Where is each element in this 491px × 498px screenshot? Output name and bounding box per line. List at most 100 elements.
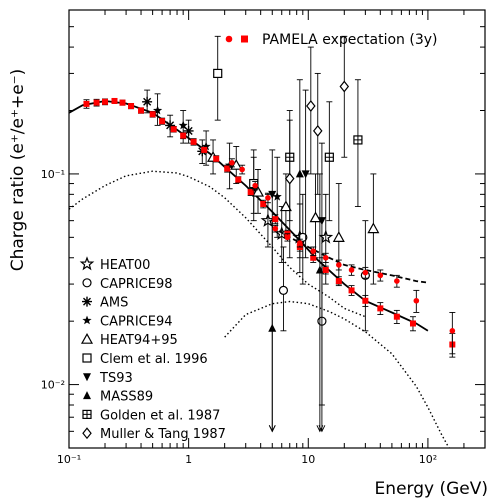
square-open-point [213,68,223,79]
legend-marker-star-small [82,315,92,325]
pamela-square-point [111,97,118,104]
pamela-square-point [409,320,416,327]
upper-limit-arrow [268,425,276,433]
asterisk-point [165,120,176,131]
experimental-data [142,35,380,433]
pamela-square-point [149,111,156,118]
curve-dotted [68,170,366,318]
triangle-down-filled-point [301,170,310,179]
asterisk-point [183,125,194,136]
pamela-square-point [224,165,231,172]
pamela-circle-point [377,272,384,279]
triangle-up-filled-point [295,169,304,178]
legend-marker-star-open [79,256,95,271]
diamond-open-point [284,172,295,185]
triangle-open-point [332,231,345,242]
square-cross-point-cross [353,135,362,144]
legend-label: CAPRICE98 [100,277,173,292]
legend-label: TS93 [99,371,133,386]
pamela-square-point [247,189,254,196]
legend-label: Muller & Tang 1987 [100,427,226,442]
legend-label: MASS89 [100,390,153,405]
pamela-square-point [235,176,242,183]
pamela-square-point [159,118,166,125]
pamela-square-point [170,126,177,133]
plot-frame [68,9,486,449]
x-tick-label: 10⁻¹ [57,453,81,466]
pamela-square-point [201,146,208,153]
pamela-circle-point [239,166,245,173]
diamond-open-point [306,100,316,113]
pamela-circle-point [394,278,400,284]
legend-marker-circle-open [82,278,92,288]
pamela-square-point [128,103,135,110]
pamela-square-point [393,313,400,320]
triangle-open-point [367,222,380,234]
square-cross-point-cross [325,153,334,162]
x-axis-label: Energy (GeV) [375,479,488,498]
x-tick-label: 10² [419,453,437,466]
x-tick-label: 10 [301,453,315,466]
legend-marker-triangle-up-filled [83,391,91,400]
legend-label: Clem et al. 1996 [100,352,208,367]
pamela-circle-point [322,254,329,261]
pamela-legend: PAMELA expectation (3y) [225,32,438,48]
legend-marker-asterisk [82,296,92,307]
pamela-square-point [377,305,384,312]
pamela-circle-point [310,248,317,254]
triangle-up-filled-point [315,265,324,274]
star-small-point [178,120,188,130]
triangle-open-point [279,200,292,212]
pamela-circle-point [449,328,456,334]
legend-label: AMS [100,296,128,311]
pamela-circle-point [272,225,279,232]
y-tick-label: 10⁻¹ [41,168,65,181]
triangle-open-point [251,185,265,197]
pamela-square-point [119,99,126,106]
pamela-square-point [93,99,100,106]
curve-dashed [271,226,429,284]
axes-ticks: 10⁻¹ 1 10 10² 10⁻² 10⁻¹ [41,10,486,466]
pamela-square-point [348,287,355,294]
pamela-square-point [213,155,220,162]
pamela-circle-point [284,234,291,241]
diamond-open-point [312,124,323,137]
pamela-circle-point [252,182,258,189]
legend-marker-square-open [82,353,92,363]
legend-label: HEAT94+95 [100,333,178,348]
legend-marker-square-cross-cross [83,410,91,419]
pamela-circle-point [336,262,342,268]
pamela-square-point [180,132,187,139]
star-small-point [152,105,163,115]
pamela-square-point [272,216,279,223]
asterisk-point [142,96,153,107]
pamela-points [83,97,456,358]
legend-label: HEAT00 [100,258,150,273]
legend-marker-diamond-open [82,427,92,440]
y-tick-label: 10⁻² [41,379,65,392]
legend-label: CAPRICE94 [100,314,173,329]
pamela-square-point [190,138,197,145]
x-tick-label: 1 [185,453,192,466]
pamela-circle-point [348,267,355,273]
circle-open-point [278,285,289,295]
pamela-circle-point [413,297,420,304]
pamela-square-point [138,107,145,114]
pamela-square-point [335,278,342,285]
pamela-legend-circle-marker [225,35,233,43]
pamela-legend-label: PAMELA expectation (3y) [262,32,438,48]
experiment-legend: HEAT00 CAPRICE98 AMS CAPRICE94 HEAT94+95 Clem… [79,256,226,442]
pamela-legend-square-marker [241,35,248,43]
pamela-circle-point [229,159,235,166]
pamela-circle-point [297,240,303,246]
star-small-point [272,191,282,201]
y-axis-label: Charge ratio (e⁺/e⁺+e⁻) [8,69,28,272]
pamela-square-point [322,266,329,273]
pamela-circle-point [362,269,369,276]
legend-marker-triangle-down-filled [83,373,91,382]
triangle-up-filled-point [268,323,277,332]
pamela-square-point [310,254,317,261]
pamela-square-point [362,297,369,304]
legend-label: Golden et al. 1987 [100,408,220,423]
